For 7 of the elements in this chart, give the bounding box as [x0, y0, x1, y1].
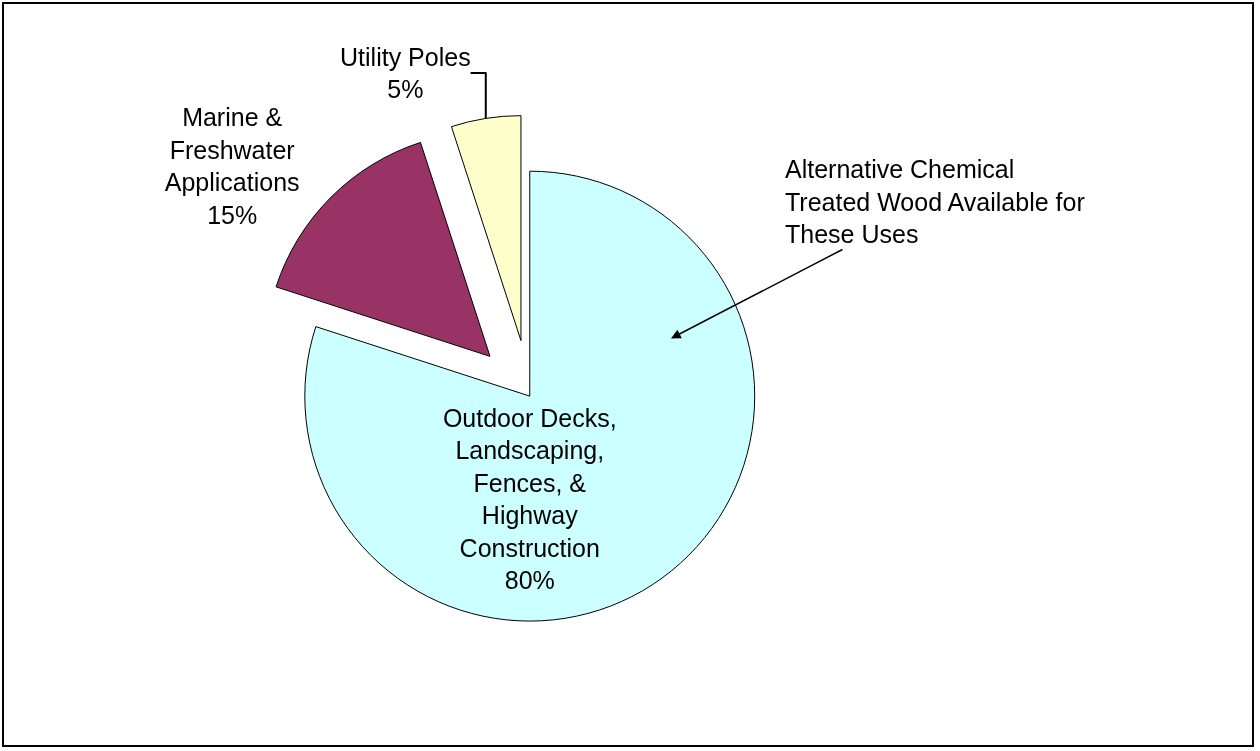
data-label: 15%	[207, 200, 258, 229]
text: Alternative Chemical Treated Wood Available for These Uses	[785, 155, 1085, 248]
data-label: 5%	[387, 75, 424, 104]
data-label: 80%	[504, 566, 555, 595]
slice-label: Outdoor Decks, Landscaping, Fences, & Highway Construction	[442, 403, 617, 562]
slice-label: Utility Poles	[340, 42, 471, 71]
slice-label: Marine & Freshwater Applications	[164, 103, 300, 197]
